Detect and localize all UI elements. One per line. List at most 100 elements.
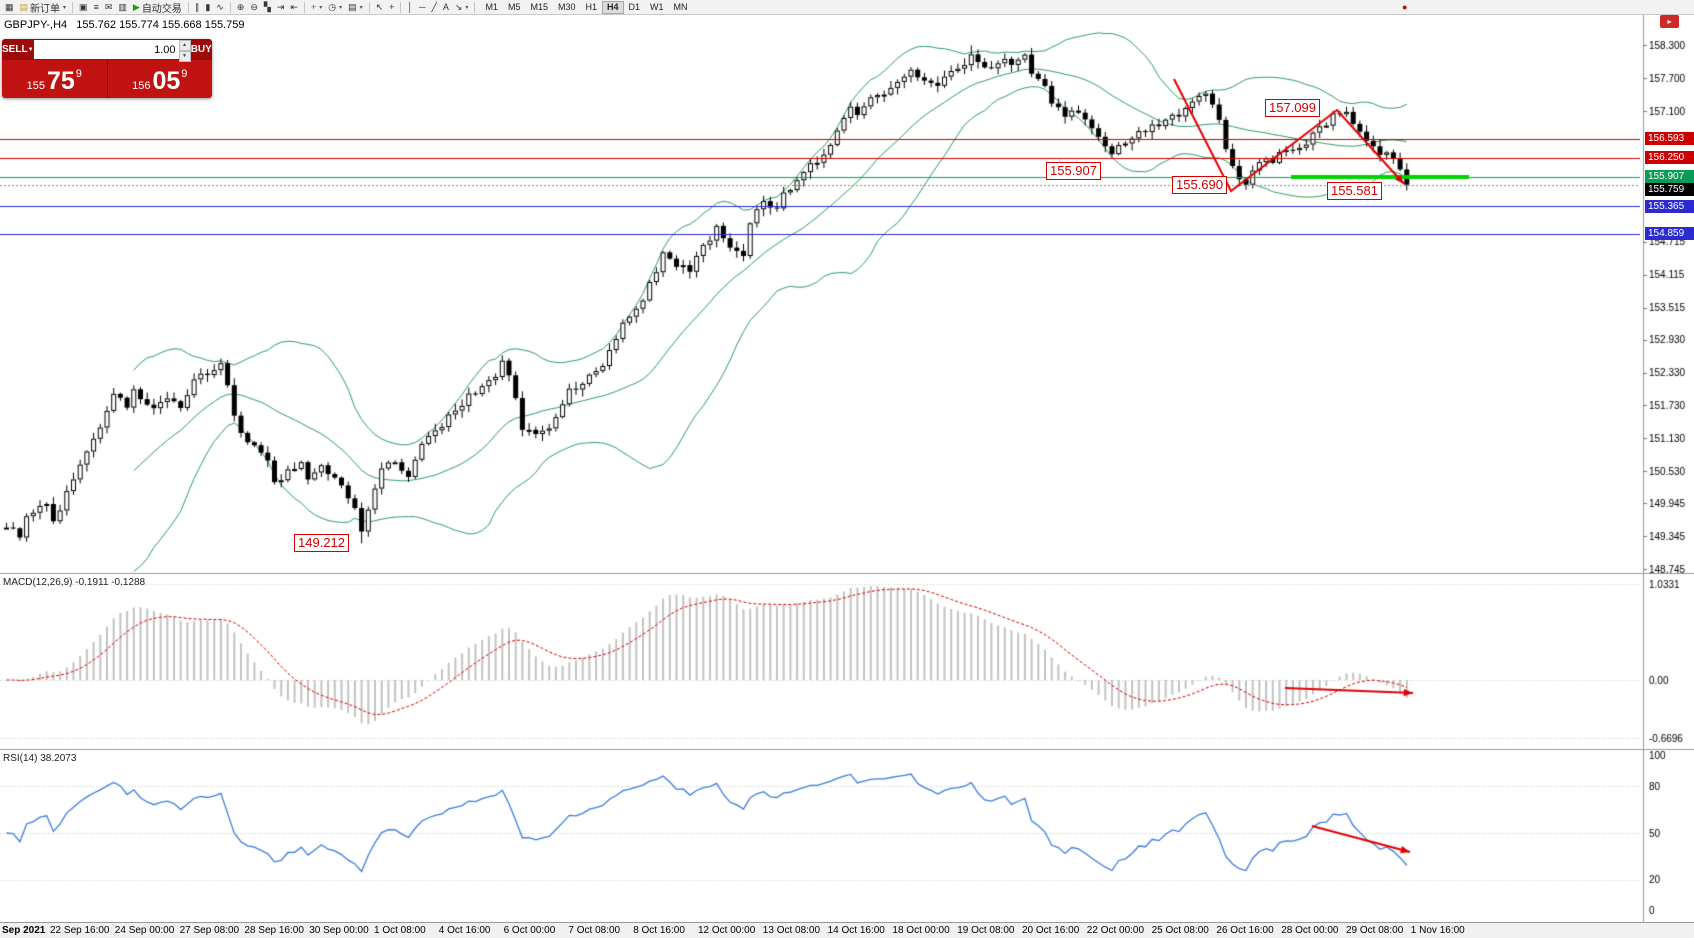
terminal-icon[interactable]: ▦ [2, 1, 17, 14]
chart-annotation-label: 157.099 [1265, 99, 1320, 117]
templates-button[interactable]: ▤ ▾ [345, 1, 366, 14]
one-click-trade-panel: SELL ▼ ▲ ▼ BUY 155 75 9 156 05 9 [2, 39, 212, 98]
crosshair-tool-icon[interactable]: + [386, 1, 397, 14]
chart-window-icon[interactable]: ▣ [76, 1, 91, 14]
price-level-label: 155.907 [1645, 170, 1694, 184]
timeframe-h4-button[interactable]: H4 [602, 0, 624, 14]
chart-annotation-label: 155.690 [1172, 176, 1227, 194]
volume-steppers: ▲ ▼ [178, 40, 191, 62]
line-chart-mode-icon[interactable]: ∿ [213, 1, 227, 14]
price-level-label: 156.593 [1645, 132, 1694, 146]
time-axis-label: 24 Sep 00:00 [114, 925, 175, 936]
autotrading-button-glyph: ▶ [132, 1, 140, 12]
horizontal-line-tool-icon[interactable]: ─ [416, 1, 428, 14]
templates-button-caret-icon: ▾ [359, 4, 363, 11]
timeframe-h1-button[interactable]: H1 [585, 2, 598, 12]
time-axis-label: 1 Oct 08:00 [374, 925, 426, 936]
autotrading-button[interactable]: ▶ 自动交易 [130, 1, 185, 15]
arrows-tool-button-caret-icon: ▾ [465, 4, 469, 11]
time-axis-label: 30 Sep 00:00 [309, 925, 369, 936]
ohlc-values: 155.762 155.774 155.668 155.759 [76, 19, 245, 31]
toolbar-separator [474, 1, 476, 13]
timeframe-switcher: M1 M5 M15 M30 H1 H4 D1 W1 MN [480, 0, 692, 14]
periods-button[interactable]: ◷ ▾ [325, 1, 345, 14]
trendline-tool-icon-glyph: ╱ [431, 1, 437, 12]
timeframe-w1-button[interactable]: W1 [650, 2, 664, 12]
time-axis-label: 1 Nov 16:00 [1410, 925, 1465, 936]
sell-options-caret-icon[interactable]: ▼ [27, 39, 34, 60]
rsi-indicator-title: RSI(14) 38.2073 [3, 753, 77, 764]
price-level-label: 155.365 [1645, 199, 1694, 213]
ask-price[interactable]: 156 05 9 [106, 60, 213, 98]
text-tool-icon[interactable]: A [440, 1, 452, 14]
periods-button-glyph: ◷ [328, 1, 337, 12]
symbol-label: GBPJPY-,H4 [4, 19, 68, 31]
volume-input[interactable] [33, 40, 179, 59]
timeframe-mn-button[interactable]: MN [673, 2, 688, 12]
auto-scroll-icon[interactable]: ⇥ [274, 1, 288, 14]
market-watch-icon[interactable]: ≡ [91, 1, 102, 14]
candlestick-mode-icon-glyph: ▮ [205, 1, 211, 12]
mailbox-icon[interactable]: ✉ [102, 1, 116, 14]
templates-button-glyph: ▤ [348, 1, 357, 12]
time-axis-label: 18 Oct 00:00 [892, 925, 950, 936]
bid-price[interactable]: 155 75 9 [2, 60, 107, 98]
time-axis: Sep 2021 22 Sep 16:00 24 Sep 00:00 27 Sep 0… [0, 922, 1694, 938]
arrows-tool-button[interactable]: ↘ ▾ [452, 1, 472, 14]
cursor-tool-icon[interactable]: ↖ [373, 1, 387, 14]
symbol-ohlc-info: GBPJPY-,H4 155.762 155.774 155.668 155.7… [4, 19, 244, 31]
mailbox-icon-glyph: ✉ [104, 1, 113, 12]
horizontal-line-tool-icon-glyph: ─ [419, 1, 426, 12]
chart-shift-icon[interactable]: ⇤ [287, 1, 301, 14]
time-axis-label: 13 Oct 08:00 [762, 925, 821, 936]
time-axis-label: 4 Oct 16:00 [438, 925, 491, 936]
timeframe-m30-button[interactable]: M30 [557, 2, 576, 12]
zoom-in-icon[interactable]: ⊕ [234, 1, 248, 14]
price-level-label: 154.859 [1645, 227, 1694, 241]
zoom-out-icon-glyph: ⊖ [250, 1, 258, 12]
toolbar-separator [229, 1, 231, 13]
ask-prefix: 156 [132, 80, 151, 92]
timeframe-d1-button[interactable]: D1 [628, 2, 641, 12]
new-order-button[interactable]: ▤ 新订单 ▾ [17, 1, 70, 15]
timeframe-m5-button[interactable]: M5 [507, 2, 521, 12]
sell-button[interactable]: SELL [2, 39, 28, 60]
new-order-button-glyph: ▤ [19, 1, 29, 12]
bid-pipette: 9 [75, 68, 82, 80]
new-order-button-caret-icon: ▾ [63, 4, 67, 11]
main-toolbar: ▦ ▤ 新订单 ▾ ▣ ≡ ✉ ▥ ▶ 自动交易 ∥ ▮ ∿ ⊕ ⊖ ▚ ⇥ ⇤ + ▾ ◷ ▾ ▤ ▾ ↖ + │ ─ ╱ A ↘ ▾ M1 M… [0, 0, 1694, 15]
toolbar-separator [400, 1, 402, 13]
arrows-tool-button-glyph: ↘ [454, 1, 463, 12]
indicators-button[interactable]: + ▾ [308, 1, 325, 14]
zoom-out-icon[interactable]: ⊖ [247, 1, 261, 14]
buy-button[interactable]: BUY [190, 39, 212, 60]
timeframe-m15-button[interactable]: M15 [530, 2, 548, 12]
new-order-button-label: 新订单 [30, 3, 61, 15]
vertical-line-tool-icon[interactable]: │ [404, 1, 416, 14]
timeframe-m1-button[interactable]: M1 [485, 2, 498, 12]
candlestick-mode-icon[interactable]: ▮ [202, 1, 213, 14]
cursor-tool-icon-glyph: ↖ [375, 1, 384, 12]
time-axis-label: 7 Oct 08:00 [568, 925, 621, 936]
time-axis-label: 28 Sep 16:00 [244, 925, 304, 936]
trendline-tool-icon[interactable]: ╱ [428, 1, 439, 14]
time-axis-label: 6 Oct 00:00 [503, 925, 556, 936]
tile-windows-icon-glyph: ▚ [263, 1, 271, 12]
indicators-button-caret-icon: ▾ [319, 4, 323, 11]
time-axis-label: 25 Oct 08:00 [1151, 925, 1209, 936]
tile-windows-icon[interactable]: ▚ [261, 1, 274, 14]
toolbar-separator [303, 1, 305, 13]
chart-annotation-label: 155.907 [1046, 162, 1101, 180]
time-axis-label: 19 Oct 08:00 [957, 925, 1015, 936]
volume-decrease-button[interactable]: ▼ [178, 51, 191, 62]
time-axis-label: 12 Oct 00:00 [698, 925, 756, 936]
volume-input-wrap: ▲ ▼ [33, 39, 191, 62]
data-window-icon[interactable]: ▥ [115, 1, 130, 14]
toolbar-separator [72, 1, 74, 13]
bar-chart-mode-icon[interactable]: ∥ [192, 1, 203, 14]
autotrading-button-label: 自动交易 [141, 3, 182, 15]
time-axis-label: 14 Oct 16:00 [827, 925, 885, 936]
volume-increase-button[interactable]: ▲ [178, 40, 191, 51]
market-watch-icon-glyph: ≡ [93, 1, 99, 12]
